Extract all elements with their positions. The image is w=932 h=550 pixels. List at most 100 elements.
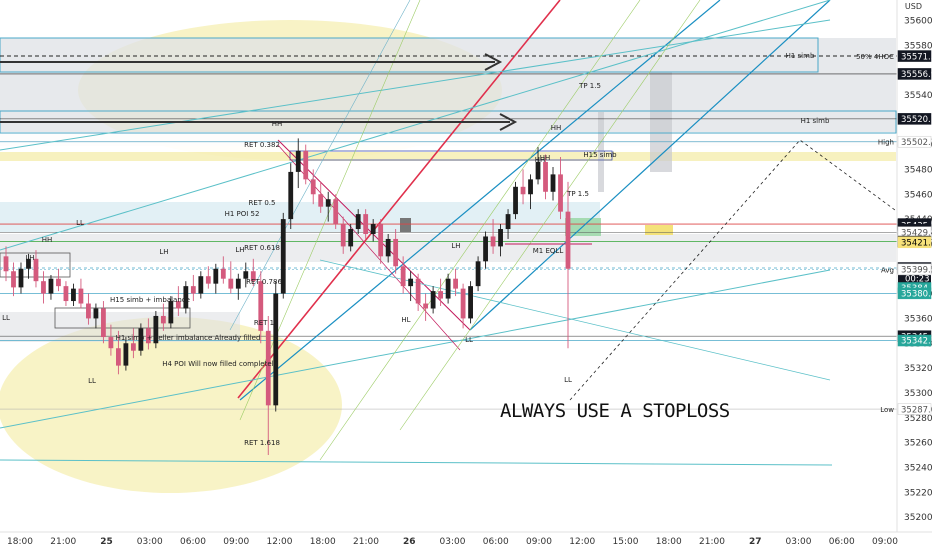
- candle: [288, 163, 294, 230]
- candle: [108, 324, 114, 356]
- candle-body: [243, 271, 249, 279]
- candle: [520, 169, 526, 205]
- candle: [78, 278, 84, 309]
- chart-annotation: LL: [88, 377, 96, 385]
- candle: [273, 281, 279, 412]
- candle: [400, 256, 406, 294]
- chart-annotation: LL: [564, 376, 572, 384]
- yellow-target: [645, 225, 673, 235]
- candle: [310, 169, 316, 205]
- candle: [535, 147, 541, 185]
- y-tick-label: 35580.0: [904, 41, 932, 51]
- candle-body: [385, 238, 391, 257]
- candle-body: [220, 268, 226, 279]
- price-tag-label: 35380.2: [901, 290, 932, 300]
- chart-annotation: HH: [272, 120, 283, 128]
- x-tick-label: 18:00: [310, 537, 336, 547]
- candle: [490, 219, 496, 254]
- candle-body: [333, 199, 339, 225]
- trend-line: [239, 0, 721, 401]
- candle: [550, 166, 556, 201]
- candle: [363, 209, 369, 239]
- candle: [130, 328, 136, 359]
- trend-line: [319, 259, 831, 381]
- x-tick-label: 06:00: [829, 537, 855, 547]
- candle: [558, 157, 563, 220]
- candle-body: [490, 236, 496, 247]
- x-tick-label: 27: [749, 537, 762, 547]
- candle: [445, 273, 451, 304]
- candle-body: [63, 286, 69, 302]
- candle-body: [505, 214, 511, 230]
- candle-body: [498, 229, 503, 247]
- chart-annotation: H1 simb + seller imbalance Already fille…: [116, 334, 261, 342]
- chart-annotation: TP 1.5: [578, 82, 601, 90]
- candle: [415, 273, 421, 311]
- candle: [235, 273, 241, 300]
- price-tag-prefix: Avg: [881, 266, 894, 274]
- chart-annotation: RET 1.618: [244, 439, 280, 447]
- x-tick-label: 12:00: [569, 537, 595, 547]
- candle-body: [145, 328, 151, 344]
- candle-body: [183, 286, 189, 309]
- candle: [340, 216, 346, 254]
- candle-body: [460, 288, 466, 319]
- candle-body: [468, 286, 473, 319]
- chart-annotation: LH: [25, 254, 34, 262]
- candle-body: [453, 278, 458, 289]
- chart-annotation: LL: [76, 219, 84, 227]
- candle-body: [228, 278, 234, 289]
- grey-zone-low: [0, 312, 240, 342]
- candle: [26, 253, 31, 279]
- candle: [355, 209, 361, 234]
- candle: [370, 219, 376, 242]
- price-tag-bg: [897, 135, 932, 148]
- chart-annotation: H1 simb: [801, 117, 830, 125]
- x-tick-label: 15:00: [613, 537, 639, 547]
- candle-body: [235, 278, 241, 289]
- grey-zone-mid: [0, 234, 896, 262]
- imbalance-box: [54, 307, 191, 329]
- price-tag-prefix: 50% 4HOC: [856, 53, 894, 61]
- chart-annotation: LH: [159, 248, 168, 256]
- candle-body: [93, 308, 99, 319]
- candle-body: [86, 303, 91, 319]
- x-tick-label: 18:00: [656, 537, 682, 547]
- chart-annotation: HH: [535, 156, 546, 164]
- chart-annotation: H15 simb + imbalance: [110, 296, 190, 304]
- candle: [303, 144, 309, 185]
- price-tag-label: 35429.4: [901, 228, 932, 238]
- x-tick-label: 06:00: [483, 537, 509, 547]
- candle-body: [408, 278, 414, 287]
- price-tag-prefix: High: [878, 139, 894, 147]
- candle-body: [265, 330, 271, 406]
- candle: [228, 261, 234, 294]
- x-tick-label: 03:00: [137, 537, 163, 547]
- price-tag-bg: [897, 113, 932, 125]
- trend-line: [0, 19, 831, 151]
- candle: [513, 181, 518, 220]
- candle-body: [41, 281, 46, 294]
- candle-body: [363, 214, 369, 234]
- candle-body: [558, 174, 563, 212]
- arrow-head-2: [499, 113, 518, 131]
- chart-annotation: HL: [401, 316, 410, 324]
- chart-annotation: TP 1.5: [566, 190, 589, 198]
- candle-body: [430, 291, 436, 309]
- candle-body: [198, 276, 204, 294]
- candle-body: [130, 343, 136, 351]
- candle: [408, 271, 414, 302]
- candle: [265, 315, 271, 456]
- candle: [101, 301, 106, 344]
- candle-body: [528, 179, 533, 195]
- candle-body: [258, 281, 264, 331]
- candle: [116, 330, 121, 375]
- trend-line: [237, 0, 561, 399]
- candle: [63, 281, 69, 307]
- candle-body: [3, 256, 9, 272]
- candle: [453, 268, 458, 297]
- trend-line: [229, 0, 411, 331]
- candle-body: [378, 224, 384, 257]
